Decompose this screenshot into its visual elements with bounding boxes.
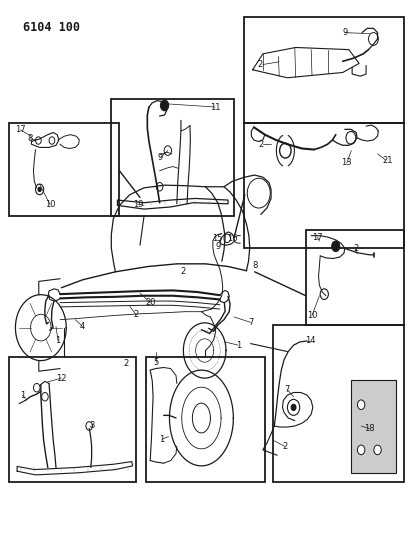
Text: 19: 19 bbox=[133, 200, 143, 209]
Text: 2: 2 bbox=[258, 140, 263, 149]
Text: 1: 1 bbox=[20, 391, 25, 400]
Ellipse shape bbox=[291, 404, 296, 410]
Text: 21: 21 bbox=[383, 156, 393, 165]
Text: 2: 2 bbox=[353, 245, 359, 254]
Text: 17: 17 bbox=[15, 125, 25, 134]
Text: 9: 9 bbox=[342, 28, 347, 37]
Text: 2: 2 bbox=[282, 442, 287, 451]
Ellipse shape bbox=[374, 445, 381, 455]
Text: 12: 12 bbox=[56, 374, 67, 383]
Text: 2: 2 bbox=[133, 310, 139, 319]
Text: 17: 17 bbox=[312, 233, 323, 242]
Text: 8: 8 bbox=[28, 134, 33, 143]
Text: 6104 100: 6104 100 bbox=[23, 21, 80, 34]
Text: 10: 10 bbox=[307, 311, 317, 320]
Text: 9: 9 bbox=[158, 153, 163, 162]
Bar bbox=[273, 325, 404, 482]
Text: 8: 8 bbox=[252, 261, 257, 270]
Text: 2: 2 bbox=[180, 268, 186, 276]
Bar bbox=[245, 123, 404, 248]
Ellipse shape bbox=[160, 100, 169, 111]
Text: 1: 1 bbox=[159, 435, 164, 444]
Text: 2: 2 bbox=[257, 60, 262, 69]
Text: 18: 18 bbox=[364, 424, 375, 433]
Bar bbox=[245, 17, 404, 123]
Text: 9: 9 bbox=[215, 242, 220, 251]
Text: 7: 7 bbox=[248, 318, 253, 327]
Text: 20: 20 bbox=[145, 298, 155, 307]
Text: 5: 5 bbox=[154, 358, 159, 367]
Text: 3: 3 bbox=[89, 422, 94, 431]
Text: 4: 4 bbox=[80, 322, 85, 331]
Bar bbox=[146, 357, 265, 482]
Text: 11: 11 bbox=[210, 102, 220, 111]
Bar bbox=[111, 99, 234, 216]
Text: 2: 2 bbox=[123, 359, 128, 368]
Text: 7: 7 bbox=[285, 385, 290, 394]
Text: 16: 16 bbox=[227, 234, 238, 243]
Text: 13: 13 bbox=[342, 158, 352, 167]
Bar bbox=[351, 379, 396, 473]
Bar bbox=[9, 123, 120, 216]
Bar bbox=[306, 230, 404, 325]
Text: 14: 14 bbox=[305, 336, 316, 345]
Ellipse shape bbox=[358, 445, 365, 455]
Text: 15: 15 bbox=[212, 234, 223, 243]
Ellipse shape bbox=[38, 187, 41, 191]
Text: 1: 1 bbox=[236, 341, 241, 350]
Text: 10: 10 bbox=[45, 200, 55, 209]
Ellipse shape bbox=[358, 400, 365, 409]
Ellipse shape bbox=[332, 241, 340, 252]
Bar bbox=[9, 357, 136, 482]
Text: 1: 1 bbox=[55, 336, 61, 345]
